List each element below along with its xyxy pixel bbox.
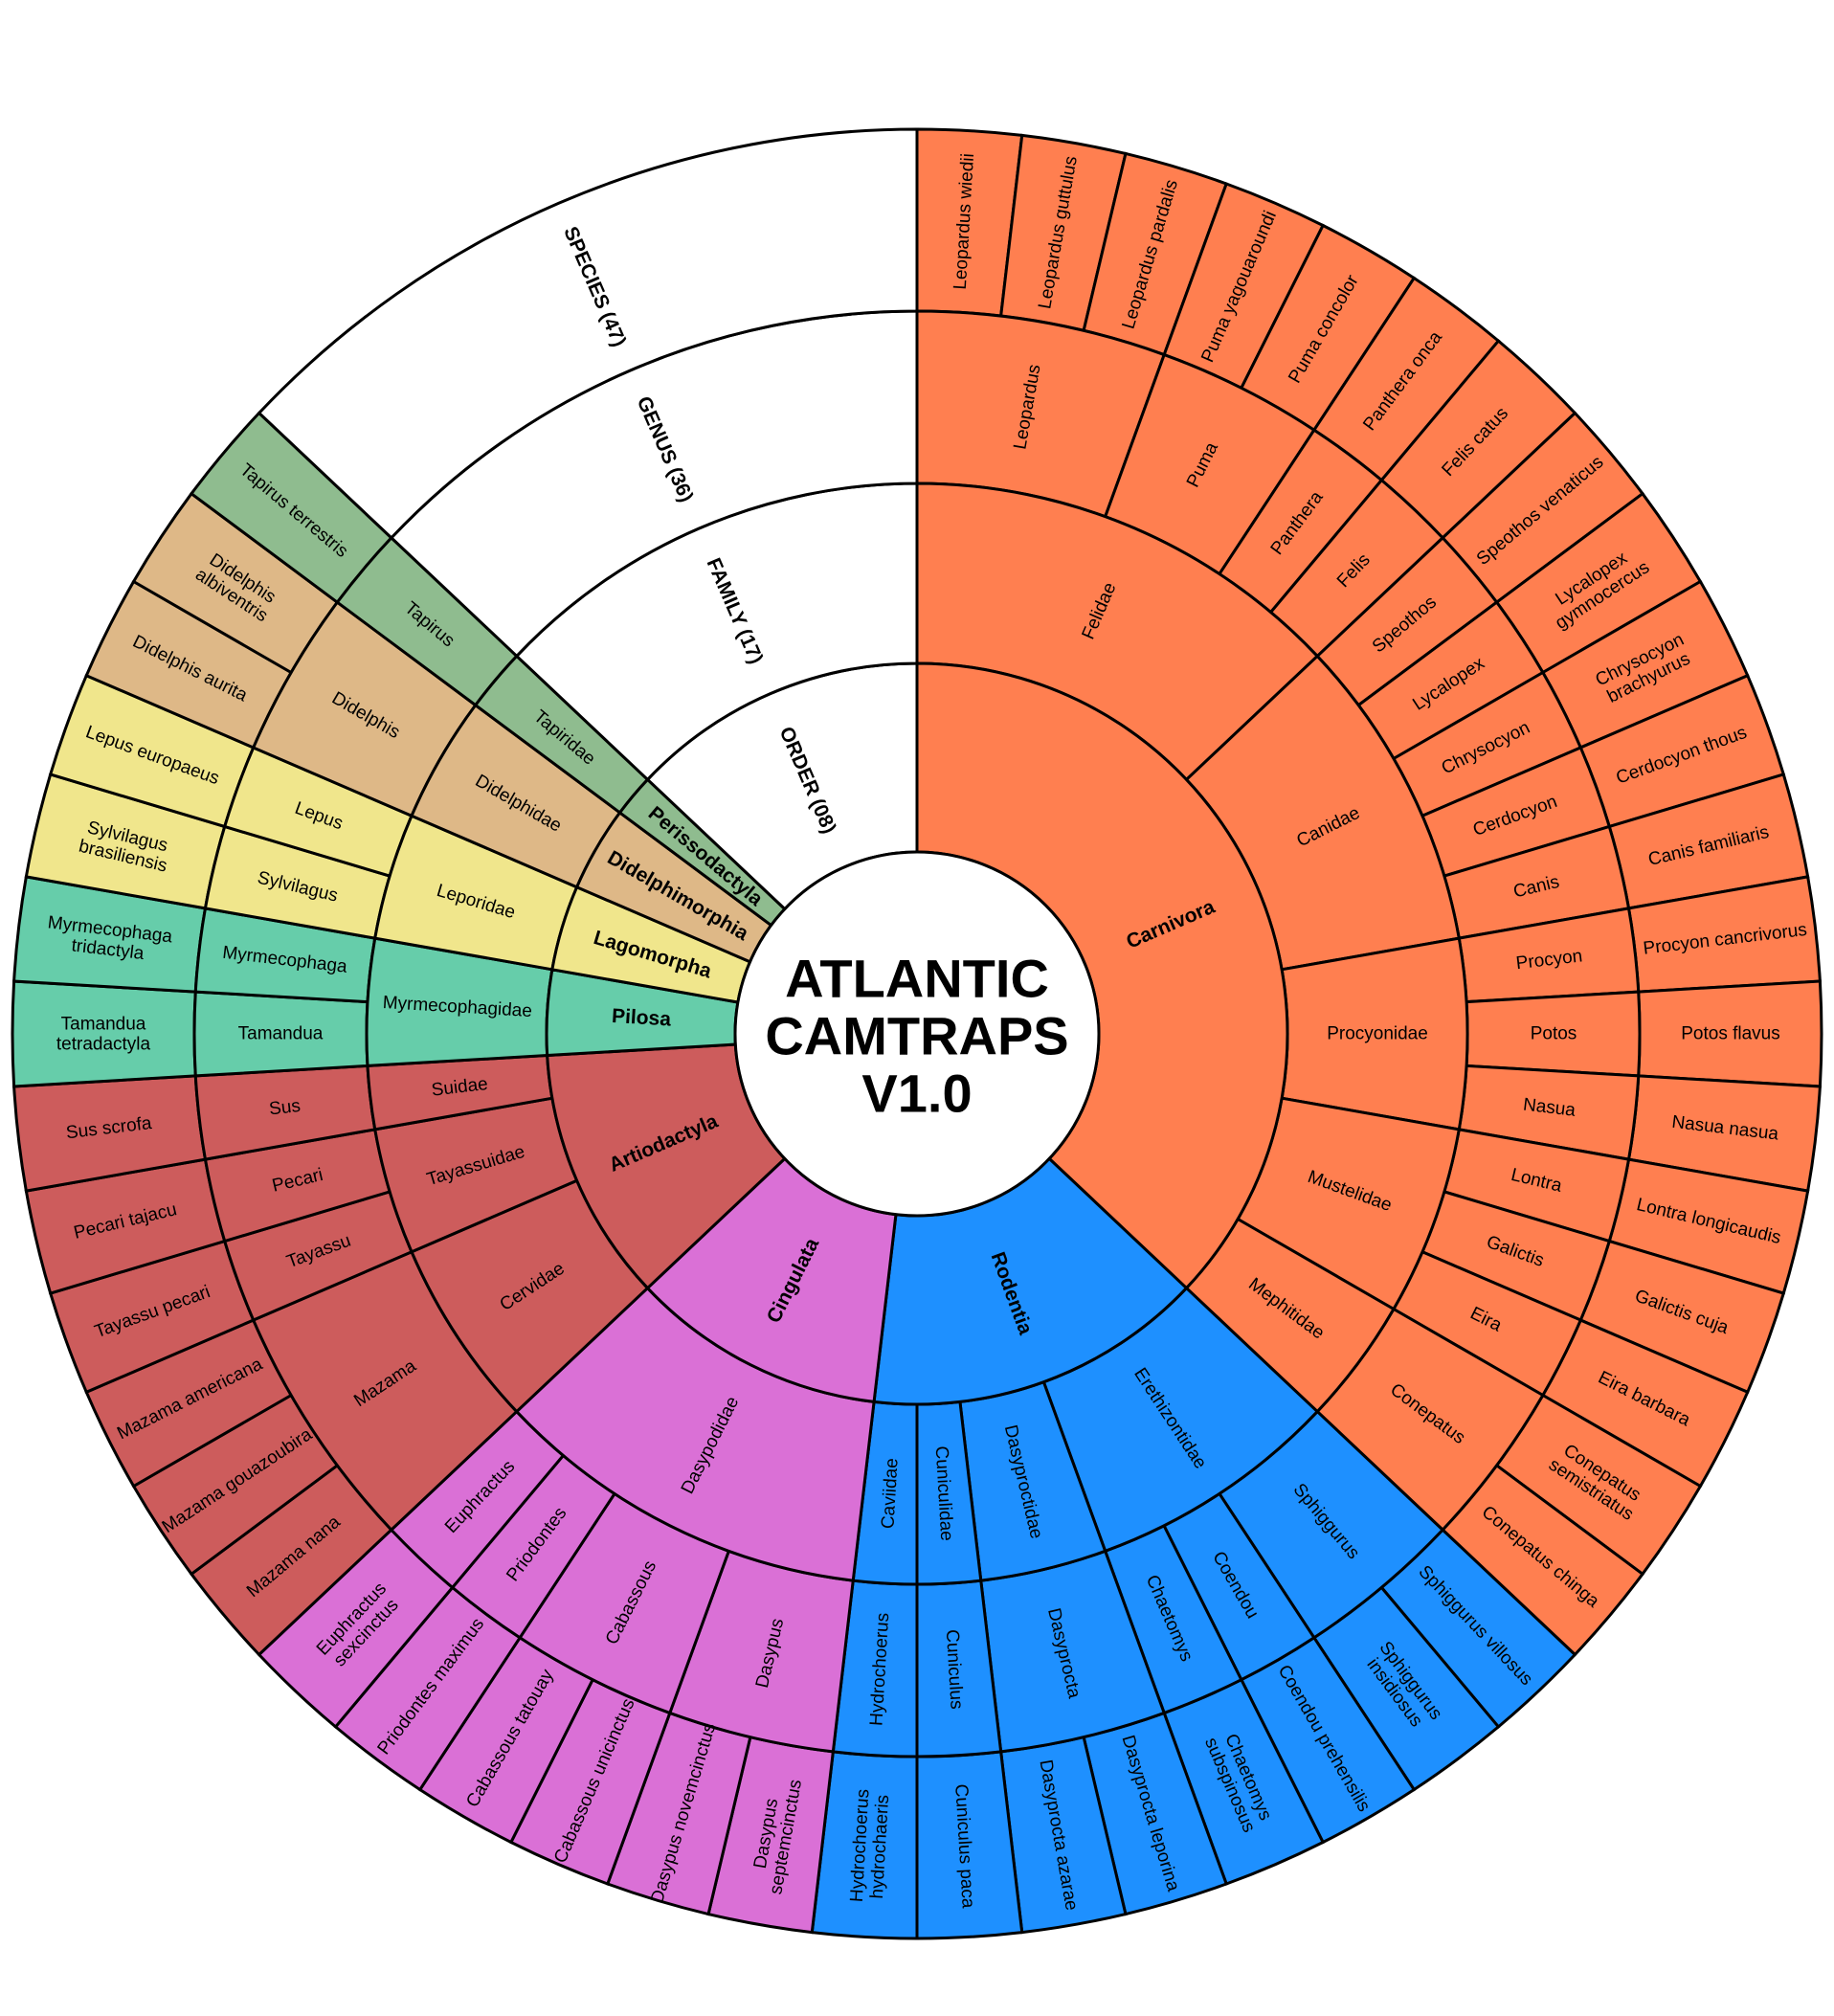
order-label-pilosa: Pilosa [611, 1005, 671, 1031]
center-title: ATLANTIC CAMTRAPS V1.0 [733, 850, 1101, 1218]
title-line-3: V1.0 [861, 1064, 972, 1124]
center-circle [733, 850, 1101, 1218]
genus-label-potos: Potos [1531, 1024, 1577, 1044]
family-label-procyonidae: Procyonidae [1327, 1024, 1428, 1044]
species-label-dasypus-septemcinctus: Dasypusseptemcinctus [746, 1775, 805, 1896]
species-label-tamandua-tetradactyla: Tamandua tetradactyla [56, 1014, 151, 1054]
title-line-1: ATLANTIC [785, 949, 1049, 1009]
genus-label-cuniculus: Cuniculus [942, 1629, 967, 1711]
genus-label-sus: Sus [268, 1096, 302, 1120]
genus-label-tamandua: Tamandua [238, 1024, 324, 1044]
title-line-2: CAMTRAPS [765, 1006, 1068, 1066]
sunburst-rings [11, 127, 1823, 1940]
species-label-potos-flavus: Potos flavus [1681, 1024, 1780, 1044]
family-label-caviidae: Caviidae [878, 1458, 902, 1530]
species-label-hydrochoerus-hydrochaeris: Hydrochoerushydrochaeris [846, 1788, 893, 1904]
